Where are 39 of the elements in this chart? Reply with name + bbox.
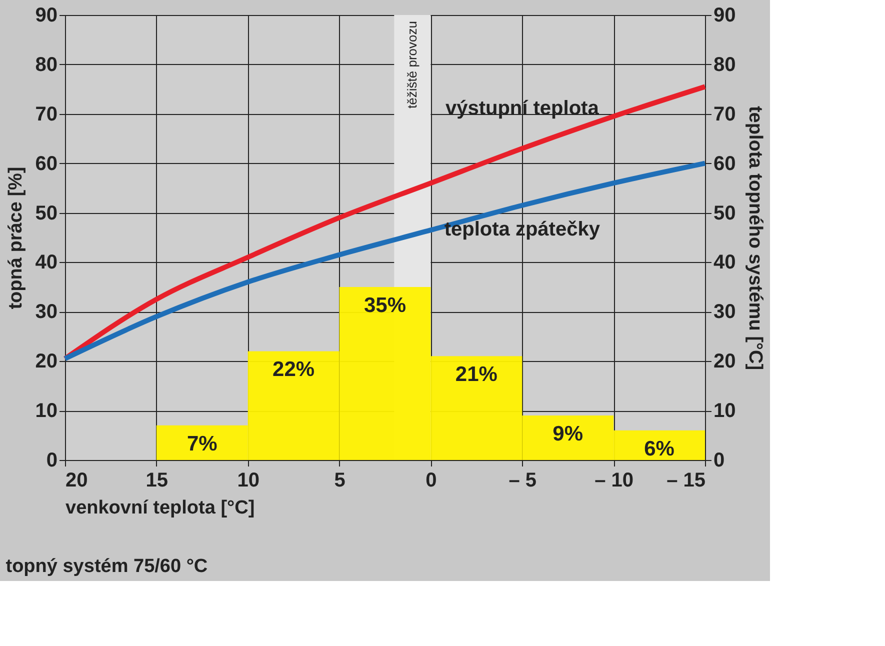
x-tick-label: 5 bbox=[334, 470, 346, 492]
data-label: 21% bbox=[455, 363, 498, 386]
data-label: 35% bbox=[364, 294, 406, 317]
y2-tick-label: 60 bbox=[714, 152, 736, 175]
y2-tick-label: 10 bbox=[714, 400, 736, 422]
x-tick-label: – 5 bbox=[508, 470, 537, 492]
y-tick-label: 60 bbox=[35, 152, 58, 175]
x-tick-label: 10 bbox=[237, 470, 260, 492]
y-tick-label: 0 bbox=[46, 450, 58, 472]
y2-axis-title: teplota topného systému [°C] bbox=[744, 106, 766, 370]
data-label: 22% bbox=[272, 358, 315, 382]
data-label: 9% bbox=[552, 422, 584, 446]
y2-tick-label: 50 bbox=[714, 202, 736, 224]
y2-tick-label: 80 bbox=[714, 54, 736, 76]
y-tick-label: 30 bbox=[35, 301, 58, 324]
y-tick-label: 10 bbox=[35, 400, 58, 422]
y2-tick-label: 70 bbox=[714, 103, 736, 126]
y-tick-label: 50 bbox=[35, 202, 58, 224]
y2-tick-label: 20 bbox=[714, 350, 736, 373]
data-label: 6% bbox=[644, 437, 675, 460]
y2-tick-label: 90 bbox=[714, 4, 736, 26]
x-tick-label: – 15 bbox=[666, 470, 706, 492]
band-label: těžiště provozu bbox=[404, 21, 420, 108]
y-axis-title: topná práce [%] bbox=[5, 166, 26, 310]
x-tick-label: – 10 bbox=[594, 470, 634, 492]
x-tick-label: 15 bbox=[146, 470, 168, 492]
y-tick-label: 40 bbox=[35, 252, 58, 274]
x-tick-label: 0 bbox=[426, 470, 437, 492]
y2-tick-label: 40 bbox=[714, 252, 736, 274]
y-tick-label: 20 bbox=[35, 350, 58, 373]
y2-tick-label: 30 bbox=[714, 301, 736, 324]
x-tick-label: 20 bbox=[66, 470, 88, 492]
data-label: 7% bbox=[186, 432, 218, 456]
text: topný systém 75/60 °C bbox=[6, 556, 208, 577]
y-tick-label: 90 bbox=[35, 4, 58, 26]
y-tick-label: 80 bbox=[35, 54, 58, 76]
y2-tick-label: 0 bbox=[714, 450, 725, 472]
y-tick-label: 70 bbox=[35, 103, 58, 126]
x-axis-title: venkovní teplota [°C] bbox=[66, 498, 255, 518]
